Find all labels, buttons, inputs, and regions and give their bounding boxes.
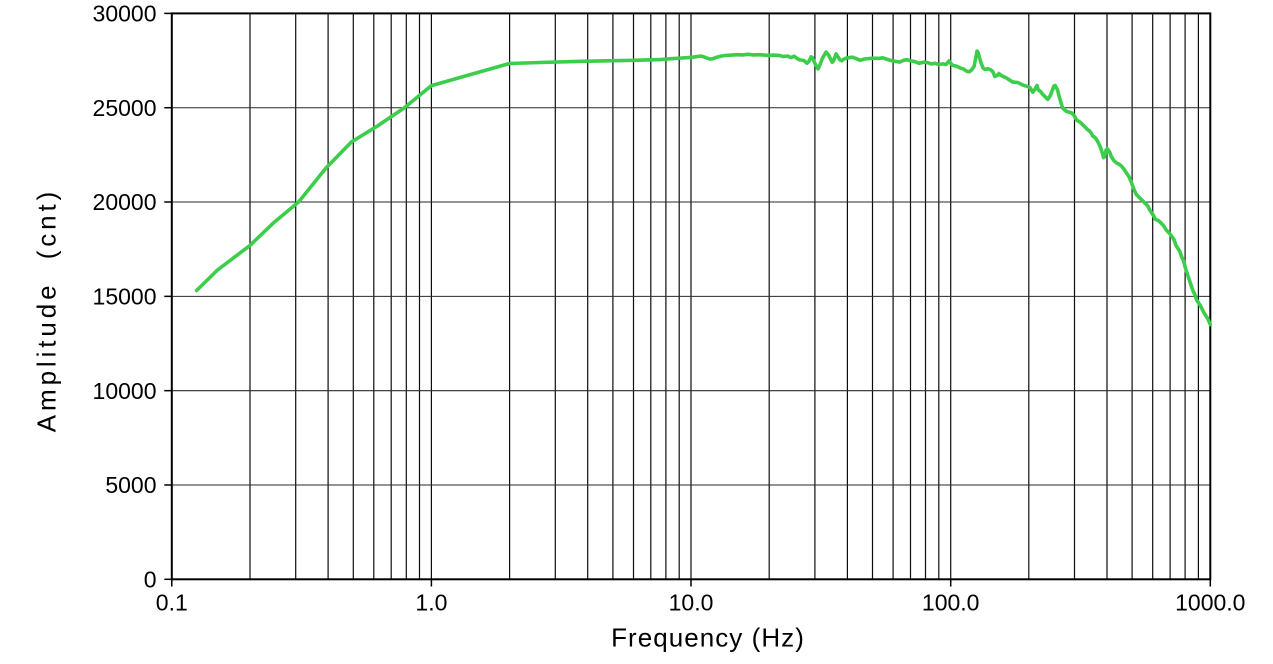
svg-text:0: 0 — [144, 567, 157, 593]
svg-text:Amplitude (cnt): Amplitude (cnt) — [32, 188, 62, 432]
svg-text:5000: 5000 — [105, 472, 156, 498]
svg-text:10.0: 10.0 — [669, 590, 714, 616]
svg-text:Frequency (Hz): Frequency (Hz) — [611, 623, 805, 653]
svg-text:10000: 10000 — [93, 378, 157, 404]
svg-text:15000: 15000 — [93, 284, 157, 310]
svg-text:20000: 20000 — [93, 189, 157, 215]
svg-text:100.0: 100.0 — [922, 590, 980, 616]
svg-text:25000: 25000 — [93, 95, 157, 121]
svg-text:1000.0: 1000.0 — [1175, 590, 1245, 616]
svg-text:1.0: 1.0 — [415, 590, 447, 616]
svg-text:0.1: 0.1 — [156, 590, 188, 616]
svg-text:30000: 30000 — [93, 1, 157, 27]
